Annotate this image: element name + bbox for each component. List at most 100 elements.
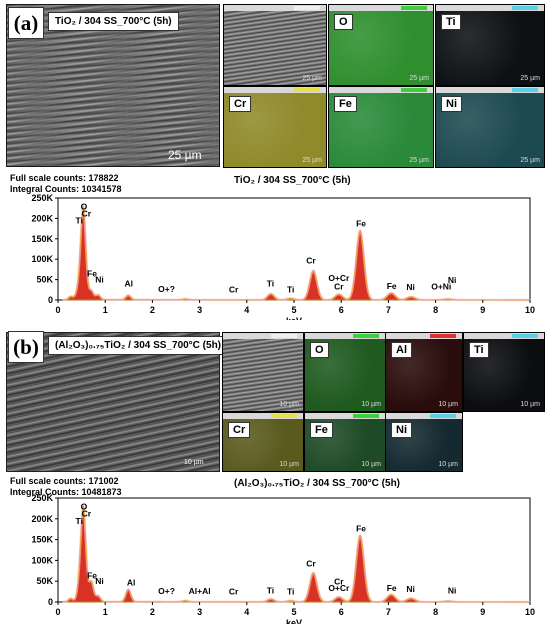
b-y-tick-label: 250K	[31, 493, 53, 503]
a-map-cr: Cr 25 µm	[223, 86, 327, 168]
a-map-label: Ni	[441, 96, 462, 112]
b-y-tick-label: 0	[48, 597, 53, 607]
a-x-tick-label: 3	[197, 305, 202, 315]
b-map-header	[464, 333, 544, 339]
a-peak-label: Al	[125, 279, 134, 289]
b-map-label: Ni	[391, 422, 412, 438]
b-x-tick-label: 2	[150, 607, 155, 617]
b-x-tick-label: 5	[291, 607, 296, 617]
a-map-ti: Ti 25 µm	[435, 4, 545, 86]
b-peak-label: O+?	[158, 586, 175, 596]
a-y-tick-label: 250K	[31, 193, 53, 203]
b-map-color-swatch	[430, 414, 456, 418]
a-peak-label: Cr	[306, 255, 316, 265]
b-peak-label: Al+Al	[189, 586, 211, 596]
a-peak-label: Fe	[387, 281, 397, 291]
a-peak-label: Ti	[267, 279, 274, 289]
b-x-tick-label: 3	[197, 607, 202, 617]
b-map-color-swatch	[353, 334, 379, 338]
a-map-scale: 25 µm	[409, 157, 429, 164]
a-peak-label: Cr	[82, 208, 92, 218]
a-map-scale: 25 µm	[302, 75, 322, 82]
a-x-tick-label: 7	[386, 305, 391, 315]
a-map-color-swatch	[294, 6, 320, 10]
b-peak-label: Fe	[87, 570, 97, 580]
b-plot-frame	[57, 497, 531, 603]
b-map-color-swatch	[512, 334, 538, 338]
b-map-header	[223, 333, 303, 339]
b-peak-label: Ni	[406, 584, 415, 594]
b-x-tick-label: 8	[433, 607, 438, 617]
b-map-cr: Cr 10 µm	[222, 412, 304, 472]
a-x-tick-label: 10	[525, 305, 535, 315]
sem-label-a: TiO₂ / 304 SS_700°C (5h)	[48, 12, 179, 31]
b-peak-label: Cr	[82, 509, 92, 519]
a-map-o: O 25 µm	[328, 4, 434, 86]
a-peak-label: Fe	[356, 219, 366, 229]
b-peak-label: Ti	[287, 587, 294, 597]
a-peak-label: Ti	[287, 285, 294, 295]
integral-counts-a: Integral Counts: 10341578	[10, 184, 122, 194]
a-map-ni: Ni 25 µm	[435, 86, 545, 168]
integral-counts-b: Integral Counts: 10481873	[10, 487, 122, 497]
a-x-tick-label: 2	[150, 305, 155, 315]
b-map-o: O 10 µm	[304, 332, 386, 412]
b-map-scale: 10 µm	[361, 401, 381, 408]
b-peak-label: Ti	[76, 516, 83, 526]
a-map-color-swatch	[294, 88, 320, 92]
b-peak-label: Ni	[448, 586, 457, 596]
b-x-tick-label: 6	[339, 607, 344, 617]
b-x-tick-label: 9	[480, 607, 485, 617]
b-map-al: Al 10 µm	[385, 332, 463, 412]
a-peak-label: O+Cr	[328, 273, 350, 283]
b-map-scale: 10 µm	[279, 401, 299, 408]
a-map-scale: 25 µm	[302, 157, 322, 164]
a-map-label: Ti	[441, 14, 461, 30]
b-x-tick-label: 0	[55, 607, 60, 617]
b-x-tick-label: 1	[103, 607, 108, 617]
b-y-tick-label: 100K	[31, 555, 53, 565]
figure-panel-a: (a) TiO₂ / 304 SS_700°C (5h) 25 µm 25 µm…	[6, 4, 545, 320]
b-map-header	[223, 413, 303, 419]
b-peak-label: Fe	[356, 523, 366, 533]
b-map-scale: 10 µm	[438, 461, 458, 468]
a-map-color-swatch	[401, 88, 427, 92]
b-peak-label: Cr	[334, 577, 344, 587]
b-peak-label: Cr	[306, 559, 316, 569]
a-x-tick-label: 8	[433, 305, 438, 315]
b-map-scale: 10 µm	[520, 401, 540, 408]
a-x-axis-label: keV	[286, 316, 302, 320]
b-y-tick-label: 50K	[36, 576, 53, 586]
b-map-label: Fe	[310, 422, 333, 438]
b-peak-label: O+Cr	[328, 583, 350, 593]
figure-panel-b: (b) (Al₂O₃)₀.₇₅TiO₂ / 304 SS_700°C (5h) …	[0, 326, 550, 624]
full-scale-counts-a: Full scale counts: 178822	[10, 173, 119, 183]
b-map-header	[386, 413, 462, 419]
a-peak-label: Cr	[229, 285, 239, 295]
b-map-color-swatch	[271, 414, 297, 418]
b-map-color-swatch	[353, 414, 379, 418]
b-peak-label: Cr	[229, 587, 239, 597]
a-map-label: O	[334, 14, 353, 30]
a-peak-label: Fe	[87, 269, 97, 279]
a-map-scale: 25 µm	[520, 157, 540, 164]
b-x-tick-label: 4	[244, 607, 249, 617]
a-y-tick-label: 50K	[36, 275, 53, 285]
a-peak-label: Ni	[406, 282, 415, 292]
b-x-axis-label: keV	[286, 618, 302, 624]
full-scale-counts-b: Full scale counts: 171002	[10, 476, 119, 486]
b-map-color-swatch	[271, 334, 297, 338]
spectrum-title-a: TiO₂ / 304 SS_700°C (5h)	[234, 175, 351, 186]
a-map-header	[329, 87, 433, 93]
b-map-ti: Ti 10 µm	[463, 332, 545, 412]
a-peak-label: O+Ni	[431, 281, 451, 291]
b-spectrum-line	[62, 505, 530, 603]
a-map-header	[329, 5, 433, 11]
b-peak-label: Ni	[95, 576, 104, 586]
b-peak-label: Fe	[387, 583, 397, 593]
a-y-tick-label: 100K	[31, 254, 53, 264]
b-map-scale: 10 µm	[361, 461, 381, 468]
scalebar-b: 10 µm	[184, 459, 204, 466]
b-map-scale: 10 µm	[438, 401, 458, 408]
b-map-scale: 10 µm	[279, 461, 299, 468]
